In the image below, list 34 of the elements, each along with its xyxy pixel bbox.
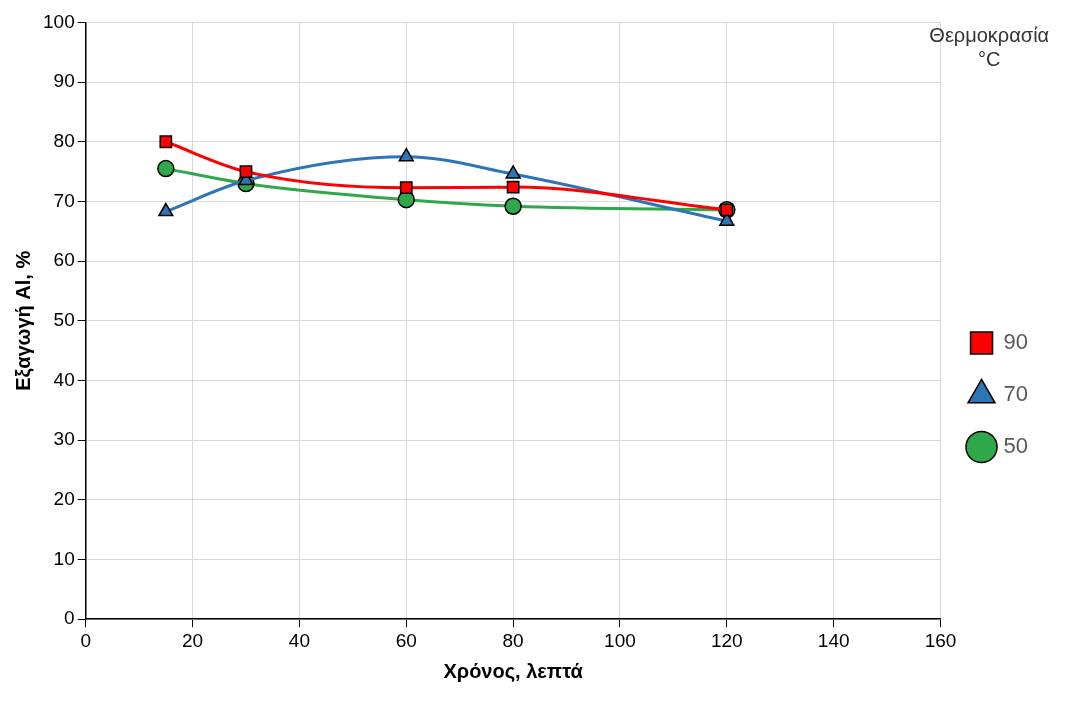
y-tick-label: 40 [53, 368, 75, 390]
x-tick-label: 80 [502, 629, 524, 651]
y-tick-label: 70 [53, 189, 75, 211]
x-tick-label: 60 [395, 629, 417, 651]
point [504, 197, 522, 215]
y-tick-label: 90 [53, 70, 75, 92]
legend-label: 70 [1003, 381, 1029, 407]
y-tick-label: 100 [43, 10, 75, 32]
x-tick-label: 0 [80, 629, 91, 651]
y-tick-label: 0 [64, 607, 75, 629]
legend-label: 50 [1003, 433, 1029, 459]
point [157, 159, 175, 178]
x-tick-label: 160 [924, 629, 957, 651]
point [505, 165, 521, 179]
x-tick-label: 140 [817, 629, 850, 651]
y-axis-title: Εξαγωγή Al, % [11, 250, 34, 391]
y-tick-label: 80 [53, 129, 75, 151]
x-tick-label: 20 [181, 629, 204, 651]
x-tick-label: 120 [710, 629, 743, 651]
point [159, 135, 173, 149]
point [506, 180, 520, 194]
x-axis-title: Χρόνος, λεπτά [443, 659, 584, 682]
y-tick-label: 60 [53, 249, 75, 271]
y-tick-label: 20 [53, 488, 75, 510]
point [158, 202, 174, 217]
legend-label: 90 [1003, 329, 1029, 355]
y-tick-label: 50 [53, 309, 75, 331]
point [239, 165, 253, 179]
y-tick-label: 10 [53, 547, 75, 569]
point [399, 181, 413, 195]
y-tick-label: 30 [53, 428, 75, 450]
x-tick-label: 40 [288, 629, 310, 651]
legend-title: Θερμοκρασία °C [929, 23, 1050, 70]
x-tick-label: 100 [604, 629, 636, 651]
